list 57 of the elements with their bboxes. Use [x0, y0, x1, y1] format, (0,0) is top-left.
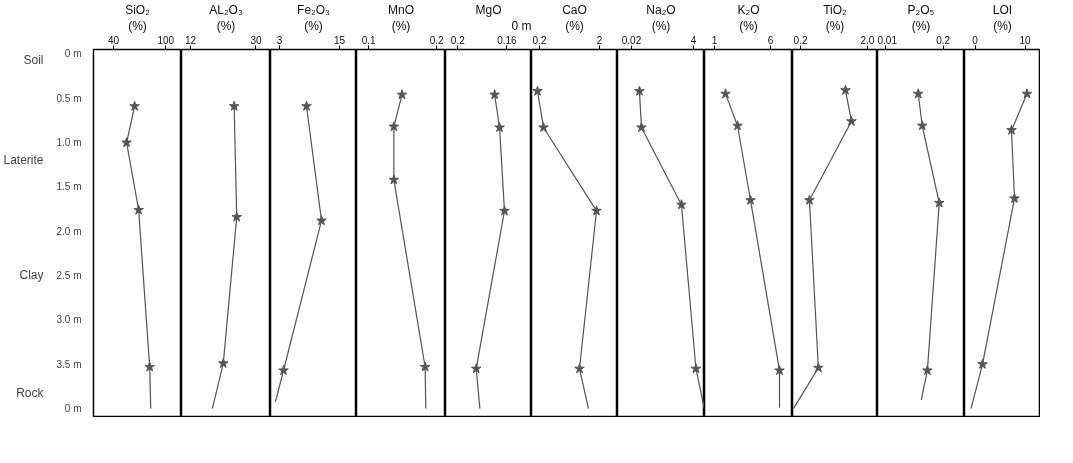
- x-tick-label: 0.2: [450, 34, 466, 46]
- chart-subtitle: (%): [739, 18, 758, 33]
- y-tick-label: 3.0 m: [56, 314, 82, 326]
- chart-title: K₂O: [737, 2, 760, 17]
- chart-title: CaO: [562, 2, 587, 17]
- x-tick-label: 30: [250, 34, 262, 46]
- y-tick-label: 0 m: [64, 48, 82, 60]
- x-tick-label: 0.2: [532, 34, 547, 46]
- chart-title: AL₂O₃: [209, 2, 243, 17]
- x-tick-label: 1: [711, 34, 718, 46]
- y-tick-label: 3.5 m: [56, 358, 82, 370]
- chart-title: TiO₂: [823, 2, 848, 17]
- y-tick-label: 1.5 m: [56, 181, 82, 193]
- x-tick-label: 0.02: [621, 34, 642, 46]
- chart-subtitle: (%): [304, 18, 323, 33]
- chart-title: LOI: [992, 2, 1013, 17]
- text: Clay: [19, 268, 44, 283]
- chart-title: SiO₂: [125, 2, 151, 17]
- chart-subtitle: (%): [216, 18, 236, 33]
- chart-subtitle: (%): [651, 18, 671, 33]
- x-tick-label: 2.0: [860, 34, 875, 46]
- text: 0 m: [511, 18, 532, 33]
- x-tick-label: 0.01: [877, 34, 898, 46]
- chart-title: Na₂O: [646, 2, 676, 17]
- x-tick-label: 0.2: [429, 34, 445, 46]
- chart-subtitle: (%): [565, 18, 584, 33]
- text: Laterite: [3, 153, 44, 168]
- text: Soil: [23, 53, 44, 68]
- chart-subtitle: (%): [825, 18, 845, 33]
- x-tick-label: 10: [1019, 34, 1031, 46]
- chart-title: MgO: [475, 2, 502, 17]
- x-tick-label: 4: [690, 34, 697, 46]
- x-tick-label: 0.2: [936, 34, 951, 46]
- x-tick-label: 15: [333, 34, 346, 46]
- x-tick-label: 0.2: [793, 34, 808, 46]
- chart-subtitle: (%): [391, 18, 411, 33]
- x-tick-label: 0: [972, 34, 979, 46]
- y-tick-label: 1.0 m: [56, 137, 82, 149]
- x-tick-label: 0.16: [497, 34, 518, 46]
- x-tick-label: 6: [767, 34, 774, 46]
- y-tick-label: 0 m: [64, 403, 82, 415]
- x-tick-label: 2: [596, 34, 603, 46]
- y-tick-label: 0.5 m: [56, 92, 82, 104]
- x-tick-label: 40: [107, 34, 120, 46]
- x-tick-label: 0.1: [361, 34, 377, 46]
- chart-subtitle: (%): [911, 18, 931, 33]
- chart-title: P₂O₅: [907, 2, 935, 17]
- y-tick-label: 2.5 m: [56, 270, 82, 282]
- text: Rock: [16, 386, 45, 401]
- chart-subtitle: (%): [993, 18, 1012, 33]
- chart-title: Fe₂O₃: [297, 2, 331, 17]
- x-tick-label: 12: [185, 34, 197, 46]
- chart-subtitle: (%): [128, 18, 147, 33]
- y-tick-label: 2.0 m: [56, 225, 82, 237]
- x-tick-label: 100: [157, 34, 175, 46]
- x-tick-label: 3: [276, 34, 283, 46]
- chart-title: MnO: [388, 2, 415, 17]
